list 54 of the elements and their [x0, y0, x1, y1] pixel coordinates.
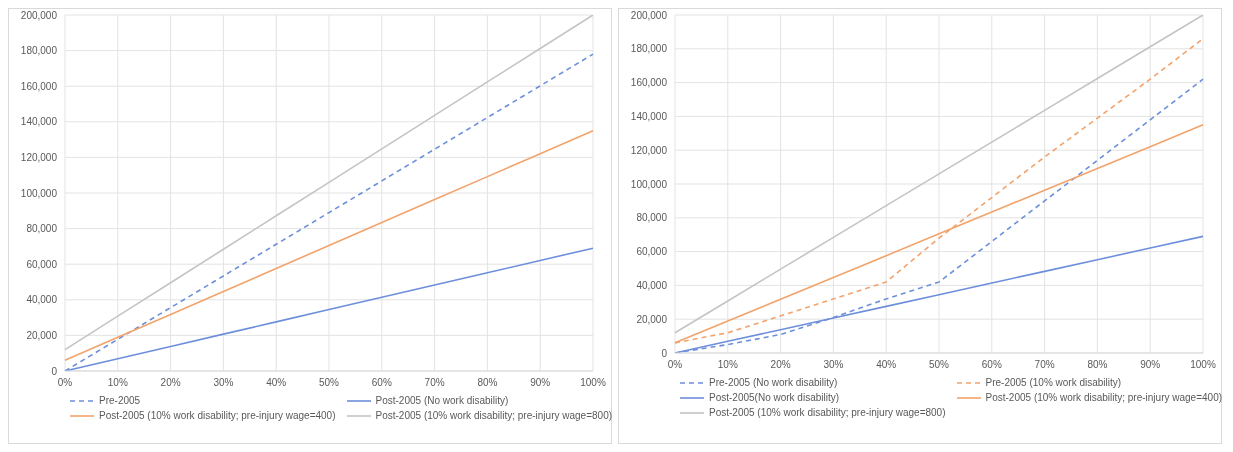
y-tick-label: 140,000: [630, 110, 668, 122]
legend-label: Pre-2005 (10% work disability): [985, 377, 1122, 388]
x-tick-label: 40%: [266, 377, 287, 389]
legend-label: Post-2005 (No work disability): [375, 395, 509, 406]
y-tick-label: 200,000: [630, 9, 668, 21]
x-tick-label: 10%: [717, 359, 738, 371]
legend-label: Post-2005 (10% work disability; pre-injury wage=400): [99, 410, 336, 421]
y-tick-label: 120,000: [20, 151, 58, 163]
y-tick-label: 40,000: [636, 279, 668, 291]
y-tick-label: 100,000: [20, 187, 58, 199]
y-tick-label: 160,000: [630, 77, 668, 89]
x-tick-label: 20%: [770, 359, 791, 371]
x-tick-label: 80%: [1087, 359, 1108, 371]
y-tick-label: 120,000: [630, 144, 668, 156]
y-tick-label: 160,000: [20, 80, 58, 92]
x-tick-label: 0%: [57, 377, 73, 389]
x-tick-label: 90%: [1140, 359, 1161, 371]
legend-label: Pre-2005 (No work disability): [709, 377, 838, 388]
y-tick-label: 20,000: [26, 329, 58, 341]
y-tick-label: 0: [51, 365, 58, 377]
y-tick-label: 100,000: [630, 178, 668, 190]
x-tick-label: 20%: [160, 377, 181, 389]
y-tick-label: 140,000: [20, 116, 58, 128]
x-tick-label: 0%: [667, 359, 683, 371]
x-tick-label: 100%: [1190, 359, 1216, 371]
x-tick-label: 10%: [107, 377, 128, 389]
x-tick-label: 80%: [477, 377, 498, 389]
legend-label: Post-2005 (10% work disability; pre-injury wage=800): [375, 410, 613, 421]
x-tick-label: 40%: [876, 359, 897, 371]
y-tick-label: 80,000: [636, 212, 668, 224]
y-tick-label: 80,000: [26, 223, 58, 235]
y-tick-label: 60,000: [26, 258, 58, 270]
y-tick-label: 20,000: [636, 313, 668, 325]
x-tick-label: 30%: [213, 377, 234, 389]
x-tick-label: 100%: [580, 377, 606, 389]
x-tick-label: 70%: [1034, 359, 1055, 371]
x-tick-label: 50%: [928, 359, 950, 371]
y-tick-label: 180,000: [20, 45, 58, 57]
x-tick-label: 50%: [318, 377, 340, 389]
legend-label: Post-2005 (10% work disability; pre-injury wage=800): [709, 407, 946, 418]
y-tick-label: 40,000: [26, 294, 58, 306]
line-series: [64, 129, 594, 362]
legend-label: Pre-2005: [99, 395, 141, 406]
x-tick-label: 60%: [981, 359, 1002, 371]
legend-label: Post-2005(No work disability): [709, 392, 840, 403]
y-tick-label: 180,000: [630, 43, 668, 55]
y-tick-label: 60,000: [636, 246, 668, 258]
x-tick-label: 90%: [530, 377, 551, 389]
y-tick-label: 200,000: [20, 9, 58, 21]
x-tick-label: 70%: [424, 377, 445, 389]
y-tick-label: 0: [661, 347, 668, 359]
legend-label: Post-2005 (10% work disability; pre-injury wage=400): [985, 392, 1223, 403]
x-tick-label: 60%: [371, 377, 392, 389]
x-tick-label: 30%: [823, 359, 844, 371]
